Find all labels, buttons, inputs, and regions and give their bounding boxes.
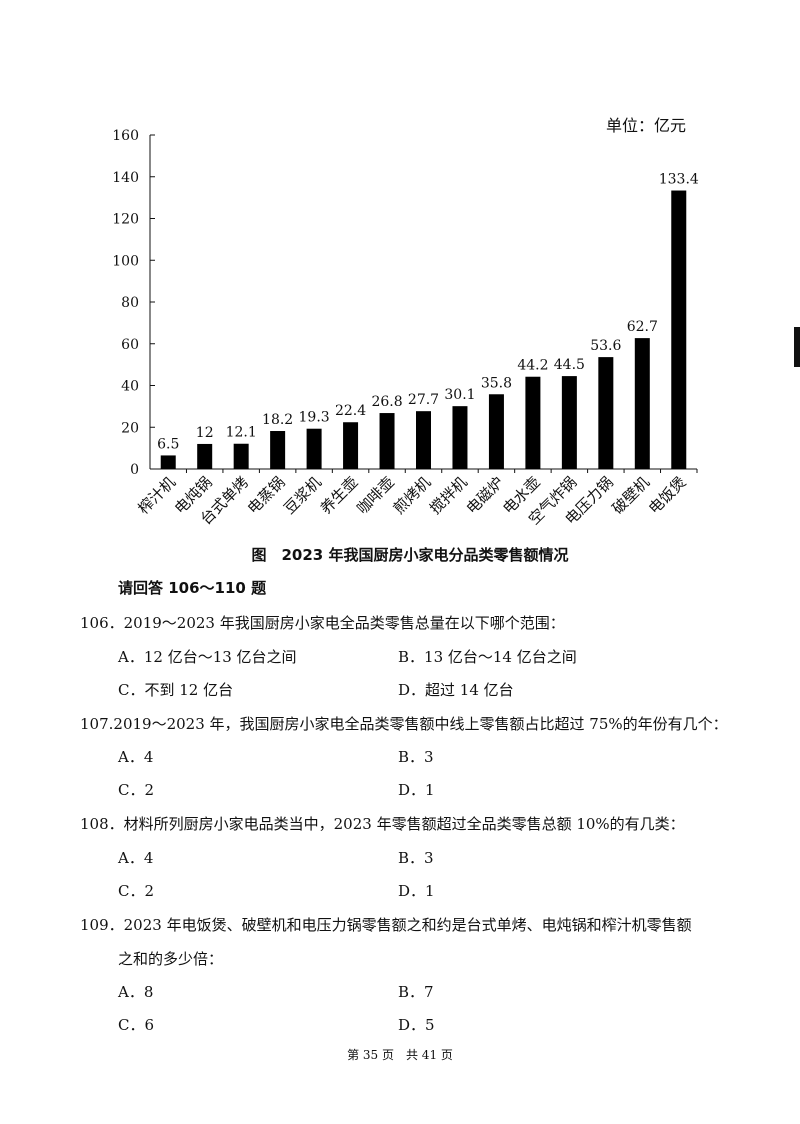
category-label: 电饭煲 xyxy=(645,473,690,518)
q109-option-b: B．7 xyxy=(398,983,434,1001)
data-label: 35.8 xyxy=(481,375,512,391)
y-tick-label: 140 xyxy=(112,170,139,186)
question-106: 106．2019～2023 年我国厨房小家电全品类零售总量在以下哪个范围： xyxy=(80,614,565,632)
bar xyxy=(598,357,614,469)
unit-label: 单位：亿元 xyxy=(606,116,687,135)
y-tick-label: 160 xyxy=(112,128,139,144)
y-tick-label: 40 xyxy=(121,379,139,395)
bar xyxy=(452,406,468,469)
category-label: 榨汁机 xyxy=(135,473,180,518)
q108-option-b: B．3 xyxy=(398,849,434,867)
category-label: 电磁炉 xyxy=(463,473,508,518)
bar xyxy=(525,376,541,469)
q106-option-a: A．12 亿台～13 亿台之间 xyxy=(118,648,297,666)
page-footer: 第 35 页 共 41 页 xyxy=(347,1048,453,1062)
q109-option-c: C．6 xyxy=(118,1016,155,1034)
bar xyxy=(488,394,504,469)
data-label: 30.1 xyxy=(444,387,475,403)
q109-option-a: A．8 xyxy=(118,983,154,1001)
y-tick-label: 0 xyxy=(130,462,139,478)
bar xyxy=(634,338,650,469)
data-label: 12 xyxy=(196,425,214,441)
q107-option-a: A．4 xyxy=(118,748,154,766)
bar xyxy=(197,443,213,469)
bar xyxy=(379,413,395,469)
bar xyxy=(343,422,359,469)
bar xyxy=(671,190,687,469)
y-tick-label: 120 xyxy=(112,212,139,228)
q106-option-b: B．13 亿台～14 亿台之间 xyxy=(398,648,577,666)
data-label: 12.1 xyxy=(226,425,257,441)
q106-option-d: D．超过 14 亿台 xyxy=(398,681,514,699)
y-tick-label: 100 xyxy=(112,253,139,269)
question-109: 109．2023 年电饭煲、破壁机和电压力锅零售额之和约是台式单烤、电炖锅和榨汁… xyxy=(80,916,692,934)
data-label: 44.5 xyxy=(554,357,585,373)
data-label: 6.5 xyxy=(157,436,179,452)
y-tick-label: 20 xyxy=(121,420,139,436)
y-tick-label: 80 xyxy=(121,295,139,311)
data-label: 22.4 xyxy=(335,403,366,419)
edge-mark xyxy=(794,327,800,367)
category-label: 搅拌机 xyxy=(426,473,471,518)
question-108: 108．材料所列厨房小家电品类当中，2023 年零售额超过全品类零售总额 10%… xyxy=(80,815,685,833)
q109-option-d: D．5 xyxy=(398,1016,435,1034)
bar xyxy=(306,428,322,469)
category-label: 咖啡壶 xyxy=(353,473,398,518)
data-label: 19.3 xyxy=(299,410,330,426)
q108-option-a: A．4 xyxy=(118,849,154,867)
q107-option-c: C．2 xyxy=(118,781,155,799)
q108-option-d: D．1 xyxy=(398,882,435,900)
q108-option-c: C．2 xyxy=(118,882,155,900)
data-label: 26.8 xyxy=(371,394,402,410)
data-label: 18.2 xyxy=(262,412,293,428)
chart-bars xyxy=(160,190,687,469)
q107-option-b: B．3 xyxy=(398,748,434,766)
chart-labels: 6.5榨汁机12电炖锅12.1台式单烤18.2电蒸锅19.3豆浆机22.4养生壶… xyxy=(135,172,699,529)
y-tick-label: 60 xyxy=(121,337,139,353)
category-label: 煎烤机 xyxy=(390,473,435,518)
data-label: 53.6 xyxy=(590,338,621,354)
data-label: 133.4 xyxy=(659,172,699,188)
data-label: 27.7 xyxy=(408,392,439,408)
q107-option-d: D．1 xyxy=(398,781,435,799)
data-label: 62.7 xyxy=(627,319,658,335)
category-label: 豆浆机 xyxy=(280,473,325,518)
chart-caption: 图 2023 年我国厨房小家电分品类零售额情况 xyxy=(251,546,569,564)
data-label: 44.2 xyxy=(517,358,548,374)
question-109-continued: 之和的多少倍： xyxy=(118,950,224,968)
bar xyxy=(561,376,577,469)
category-label: 破壁机 xyxy=(609,473,654,518)
question-107: 107.2019～2023 年，我国厨房小家电全品类零售额中线上零售额占比超过 … xyxy=(80,715,728,733)
bar xyxy=(416,411,431,469)
category-label: 电蒸锅 xyxy=(244,473,289,518)
q106-option-c: C．不到 12 亿台 xyxy=(118,681,234,699)
bar xyxy=(160,455,176,469)
bar xyxy=(233,443,249,469)
category-label: 养生壶 xyxy=(317,473,362,518)
instruction-text: 请回答 106～110 题 xyxy=(118,579,267,597)
bar xyxy=(270,431,286,469)
